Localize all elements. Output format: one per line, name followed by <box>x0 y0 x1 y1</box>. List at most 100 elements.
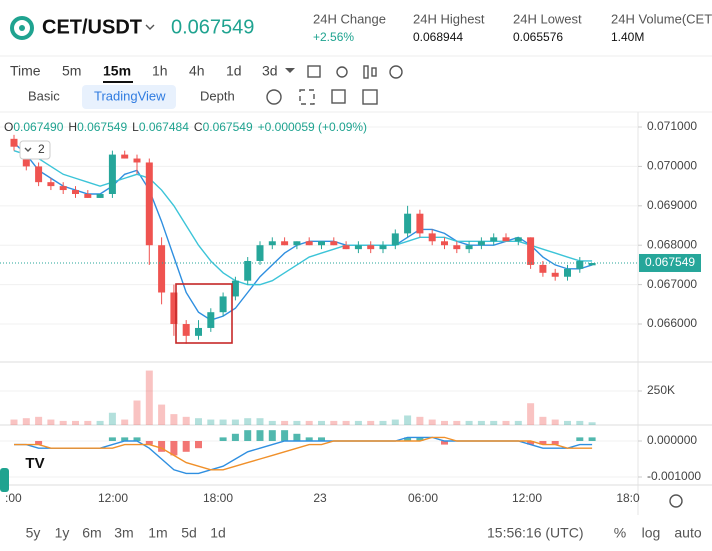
tv-logo-bg <box>20 452 50 476</box>
candle-body <box>379 245 387 250</box>
badge-chevron <box>24 147 32 152</box>
macd-tick-label: 0.000000 <box>647 433 697 447</box>
volume-bar <box>47 419 55 425</box>
candle-body <box>527 237 535 265</box>
scale-option[interactable]: auto <box>674 525 701 541</box>
candle-body <box>477 241 485 246</box>
candle-body <box>268 241 276 246</box>
range-button[interactable]: 5d <box>181 525 197 541</box>
timeframe[interactable]: 15m <box>103 63 131 79</box>
timeframe[interactable]: 1h <box>152 63 168 79</box>
volume-bar <box>527 403 535 425</box>
timeframe[interactable]: Time <box>10 63 41 79</box>
range-button[interactable]: 1y <box>55 525 70 541</box>
volume-bar <box>182 416 190 425</box>
view-tab[interactable]: TradingView <box>94 88 166 103</box>
tf-dropdown[interactable] <box>285 68 295 73</box>
volume-bar <box>231 419 239 425</box>
volume-bar <box>514 420 522 425</box>
candle-body <box>145 162 153 246</box>
timeframe[interactable]: 3d <box>262 63 278 79</box>
pair[interactable]: CET/USDT <box>42 16 142 38</box>
macd-hist <box>404 437 412 441</box>
candle-body <box>59 186 67 191</box>
x-tick-label: :00 <box>5 491 22 505</box>
stat-value: 0.068944 <box>413 30 463 44</box>
candle-body <box>207 312 215 328</box>
macd-hist <box>527 440 535 445</box>
volume-bar <box>453 420 461 425</box>
volume-bar <box>195 418 202 425</box>
icon-chart-type[interactable] <box>307 65 321 78</box>
ohlc-value: 0.067549 <box>77 120 127 134</box>
volume-bar <box>22 418 30 425</box>
candle-body <box>391 233 399 246</box>
moving-average <box>13 142 593 321</box>
icon-candles[interactable] <box>363 65 369 79</box>
icon-snapshot[interactable] <box>331 89 346 104</box>
volume-bar <box>379 420 387 425</box>
signal-line <box>14 436 593 471</box>
macd-hist <box>145 440 153 445</box>
range-button[interactable]: 6m <box>82 525 101 541</box>
ohlc-value: 0.067549 <box>203 120 253 134</box>
volume-bar <box>145 370 153 425</box>
timeframe[interactable]: 4h <box>189 63 205 79</box>
volume-bar <box>281 420 289 425</box>
candle-body <box>588 262 596 266</box>
volume-bar <box>268 420 276 425</box>
view-tab[interactable]: Depth <box>200 88 235 103</box>
macd-hist <box>551 440 559 445</box>
macd-hist <box>133 437 141 441</box>
view-tab[interactable]: Basic <box>28 88 60 103</box>
range-button[interactable]: 5y <box>26 525 41 541</box>
range-button[interactable]: 3m <box>114 525 133 541</box>
pair-chevron[interactable] <box>145 24 155 30</box>
x-tick-label: 06:00 <box>408 491 438 505</box>
price-tick-label: 0.070000 <box>647 159 697 173</box>
scale-option[interactable]: % <box>614 525 626 541</box>
candle-body <box>158 245 166 293</box>
scale-option[interactable]: log <box>642 525 661 541</box>
timeframe[interactable]: 1d <box>226 63 242 79</box>
macd-hist <box>195 440 202 449</box>
macd-hist <box>219 437 227 441</box>
macd-tick-label: -0.001000 <box>647 469 701 483</box>
timeframe[interactable]: 5m <box>62 63 81 79</box>
candle-body <box>453 245 461 250</box>
range-button[interactable]: 1m <box>148 525 167 541</box>
volume-bar <box>305 420 313 425</box>
last-price-label: 0.067549 <box>645 255 695 269</box>
volume-bar <box>293 420 301 425</box>
icon-share[interactable] <box>362 89 378 105</box>
macd-hist <box>244 430 252 441</box>
candle-body <box>367 245 375 250</box>
tv-logo: TV <box>25 455 44 472</box>
settings-gear[interactable] <box>669 494 683 508</box>
volume-bar <box>576 420 584 425</box>
macd-hist <box>256 430 264 441</box>
volume-bar <box>244 418 252 425</box>
ohlc-value: 0.067484 <box>139 120 189 134</box>
icon-add[interactable] <box>389 65 403 79</box>
candle-body <box>342 245 350 250</box>
volume-bar <box>170 414 178 425</box>
macd-hist <box>182 440 190 452</box>
candle-body <box>231 280 239 297</box>
icon-power[interactable] <box>266 89 282 105</box>
volume-bar <box>502 420 510 425</box>
candle-body <box>330 241 338 246</box>
side-handle[interactable] <box>0 468 9 492</box>
indicator-badge[interactable] <box>19 140 51 160</box>
volume-bar <box>539 416 547 425</box>
range-button[interactable]: 1d <box>210 525 226 541</box>
candle-body <box>551 272 559 277</box>
active-view-bg <box>82 85 176 109</box>
candle-body <box>441 241 448 246</box>
icon-fullscreen[interactable] <box>299 89 315 105</box>
icon-indicator[interactable] <box>336 66 348 78</box>
price-tick-label: 0.068000 <box>647 237 697 251</box>
volume-bar <box>354 420 362 425</box>
candle-body <box>72 190 79 194</box>
